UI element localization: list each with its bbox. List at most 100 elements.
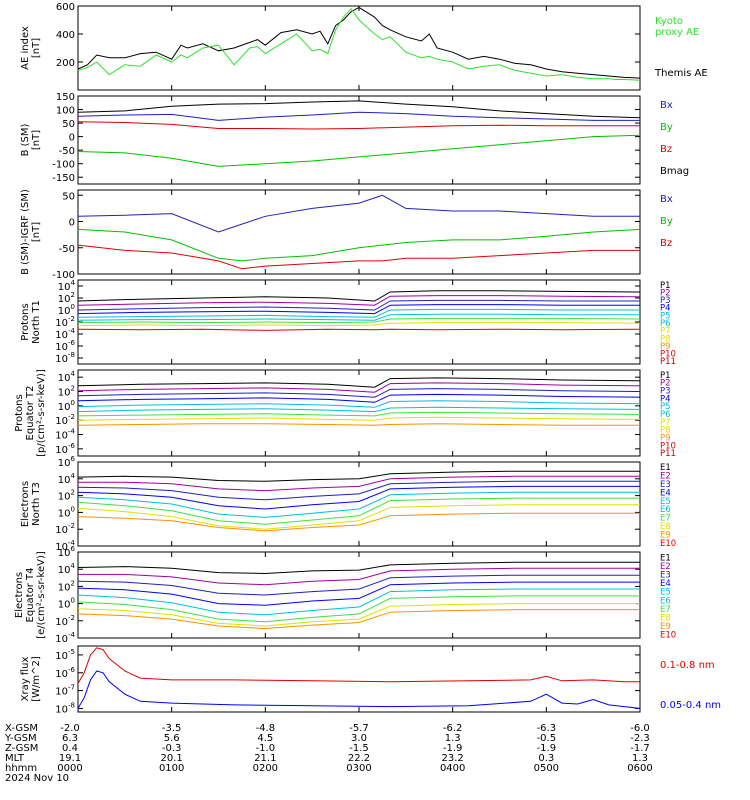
series-line-p7	[77, 317, 641, 324]
y-tick-label: 200	[56, 58, 75, 69]
ephemeris-value-y: 1.3	[445, 733, 461, 744]
y-tick-label: 10-4	[55, 631, 75, 645]
ephemeris-value-z: -1.7	[630, 743, 650, 754]
ephemeris-value-hhmm: 0000	[57, 763, 82, 774]
series-line-p3	[77, 388, 641, 398]
y-axis-label: [W/m^2]	[31, 656, 42, 702]
series-line-e3	[77, 574, 640, 596]
series-line-e2	[78, 567, 640, 586]
legend-label: P10	[660, 441, 676, 451]
y-tick-label: 104	[58, 370, 76, 384]
y-tick-label: 104	[58, 279, 76, 293]
series-line-p6	[77, 406, 641, 413]
legend-label: P9	[660, 342, 671, 352]
ephemeris-row-label: 2024 Nov 10	[5, 773, 69, 784]
legend-label: E6	[660, 596, 671, 606]
series-line-bz	[77, 244, 640, 270]
panel-et4: 106 104 102 100 10-2 10-4 Electrons Equator T4[…	[14, 545, 676, 645]
legend-label: E5	[660, 588, 671, 598]
y-tick-label: 104	[58, 562, 76, 576]
panel-frame	[77, 551, 641, 639]
y-tick-label: -50	[59, 146, 75, 157]
ephemeris-value-mlt: 1.3	[632, 753, 648, 764]
ephemeris-value-y: 4.5	[257, 733, 273, 744]
ephemeris-value-x: -6.0	[630, 723, 650, 734]
series-line-e5	[77, 491, 640, 518]
series-line-e4	[77, 485, 640, 510]
legend-label: proxy AE	[655, 27, 699, 38]
y-axis-label: Xray flux	[20, 657, 31, 702]
series-line-e8	[77, 512, 640, 532]
series-line-p1	[77, 377, 641, 388]
y-axis-label: AE index	[20, 26, 31, 70]
legend-label: E5	[660, 497, 671, 507]
ephemeris-row-label: X-GSM	[5, 723, 38, 734]
ephemeris-value-x: -6.3	[537, 723, 557, 734]
ephemeris-value-hhmm: 0200	[253, 763, 278, 774]
legend-label: E10	[660, 539, 676, 549]
legend-label: E8	[660, 614, 671, 624]
legend-label: P7	[660, 418, 671, 428]
legend-label: P3	[660, 387, 671, 397]
legend-label: Kyoto	[655, 16, 683, 27]
ephemeris-value-mlt: 0.3	[538, 753, 554, 764]
legend-label: P3	[660, 296, 671, 306]
ephemeris-value-x: -6.2	[443, 723, 463, 734]
panel-bsm: 150 100 50 0 -50 -100 -150 B (SM) [nT] Bx By Bz Bmag	[20, 92, 689, 185]
legend-label: Bz	[660, 238, 672, 249]
ephemeris-value-hhmm: 0400	[440, 763, 465, 774]
y-axis-label: Protons	[20, 303, 31, 340]
y-tick-label: 10-8	[55, 701, 75, 715]
legend-label: P7	[660, 327, 671, 337]
legend-label: P4	[660, 304, 671, 314]
ephemeris-value-y: 3.0	[351, 733, 367, 744]
y-axis-label: [nT]	[31, 222, 42, 242]
legend-label: P10	[660, 350, 676, 360]
y-tick-label: 102	[58, 579, 75, 593]
legend-label: E2	[660, 472, 671, 482]
ephemeris-row-label: hhmm	[5, 763, 37, 774]
series-line-e3	[77, 480, 640, 501]
ephemeris-value-y: 6.3	[62, 733, 78, 744]
ephemeris-value-z: -1.0	[256, 743, 276, 754]
series-line-themis-ae	[77, 6, 641, 79]
legend-label: P6	[660, 410, 671, 420]
y-axis-label: Equator T4	[25, 568, 36, 623]
y-tick-label: 106	[58, 455, 76, 469]
y-tick-label: 100	[58, 597, 75, 611]
legend-label: E3	[660, 480, 671, 490]
series-line-bz	[77, 121, 640, 130]
y-tick-label: -50	[59, 244, 75, 255]
y-tick-label: 10-2	[55, 413, 75, 427]
y-axis-label: [nT]	[31, 38, 42, 58]
series-line-e2	[78, 475, 640, 492]
ephemeris-value-x: -3.5	[162, 723, 182, 734]
y-axis-label: [nT]	[31, 130, 42, 150]
series-line-p8	[77, 322, 641, 327]
series-line-e6	[77, 595, 640, 623]
y-tick-label: 10-2	[55, 315, 75, 329]
panel-bigrf: 50 0 -50 -100 B (SM)-IGRF (SM) [nT] Bx By Bz	[20, 189, 673, 281]
y-tick-label: 106	[58, 545, 76, 559]
series-line-0-05-0-4-nm	[77, 670, 641, 709]
y-axis-label: [p/(cm²-s-sr-keV)]	[36, 369, 47, 457]
legend-label: E3	[660, 571, 671, 581]
series-line-e5	[77, 588, 640, 616]
ephemeris-value-mlt: 21.1	[254, 753, 276, 764]
ephemeris-value-y: 5.6	[164, 733, 180, 744]
legend-label: Themis AE	[654, 68, 708, 79]
legend-label: P5	[660, 311, 671, 321]
y-tick-label: 10-6	[55, 339, 75, 353]
y-tick-label: -150	[52, 173, 75, 184]
y-axis-label: Electrons	[20, 481, 31, 527]
legend-label: P8	[660, 334, 671, 344]
series-line-kyoto-proxy-ae	[77, 8, 641, 81]
y-tick-label: 10-2	[55, 614, 75, 628]
legend-label: Bx	[660, 194, 673, 205]
legend-label: E9	[660, 530, 671, 540]
y-axis-label: B (SM)-IGRF (SM)	[20, 189, 31, 275]
y-tick-label: 10-7	[55, 684, 75, 698]
y-tick-label: 600	[56, 2, 75, 13]
legend-label: P8	[660, 426, 671, 436]
